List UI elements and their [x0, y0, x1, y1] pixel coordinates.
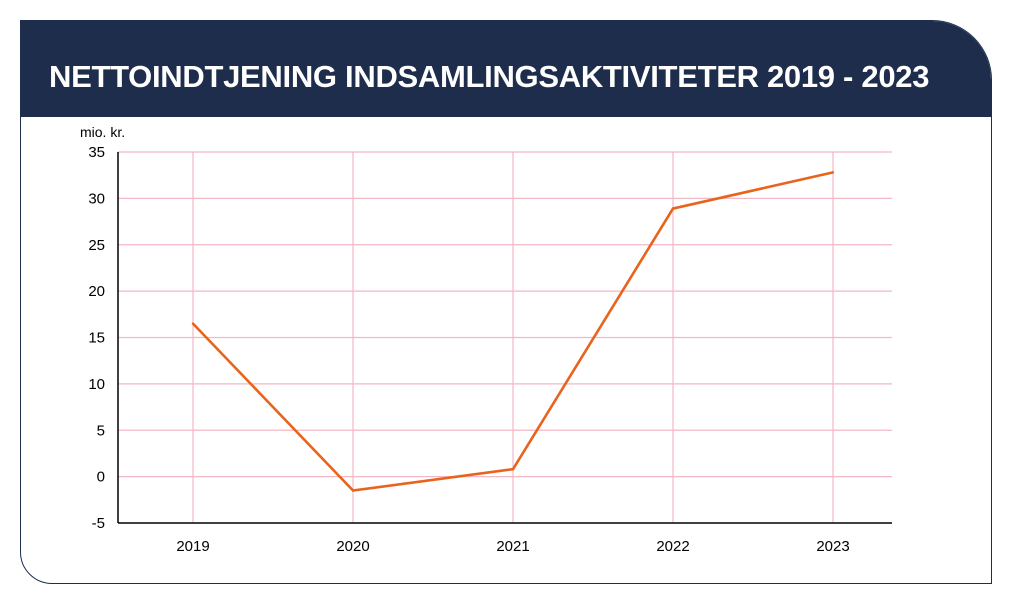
y-axis-unit-label: mio. kr. [80, 124, 125, 140]
x-tick-label: 2020 [336, 538, 369, 555]
y-tick-labels: 35 30 25 20 15 10 5 0 -5 [88, 144, 105, 532]
data-point [831, 171, 835, 174]
x-tick-label: 2022 [656, 538, 689, 555]
axes [117, 152, 892, 524]
y-tick-label: 20 [88, 283, 105, 300]
chart-card: NETTOINDTJENING INDSAMLINGSAKTIVITETER 2… [20, 20, 992, 584]
x-tick-label: 2019 [176, 538, 209, 555]
data-point [351, 489, 355, 492]
y-tick-label: 5 [97, 422, 105, 439]
x-tick-labels: 2019 2020 2021 2022 2023 [176, 538, 849, 555]
x-tick-label: 2023 [816, 538, 849, 555]
grid-lines [118, 151, 892, 523]
title-bar: NETTOINDTJENING INDSAMLINGSAKTIVITETER 2… [21, 21, 991, 117]
y-tick-label: 15 [88, 330, 105, 347]
x-tick-label: 2021 [496, 538, 529, 555]
y-tick-label: 25 [88, 237, 105, 254]
data-point [191, 322, 195, 325]
series-lines [191, 171, 835, 492]
data-point [511, 468, 515, 471]
y-tick-label: 35 [88, 144, 105, 161]
y-tick-label: 10 [88, 376, 105, 393]
y-tick-label: -5 [92, 515, 105, 532]
y-tick-label: 30 [88, 190, 105, 207]
y-tick-label: 0 [97, 469, 105, 486]
data-point [671, 207, 675, 210]
chart-title: NETTOINDTJENING INDSAMLINGSAKTIVITETER 2… [49, 59, 930, 94]
